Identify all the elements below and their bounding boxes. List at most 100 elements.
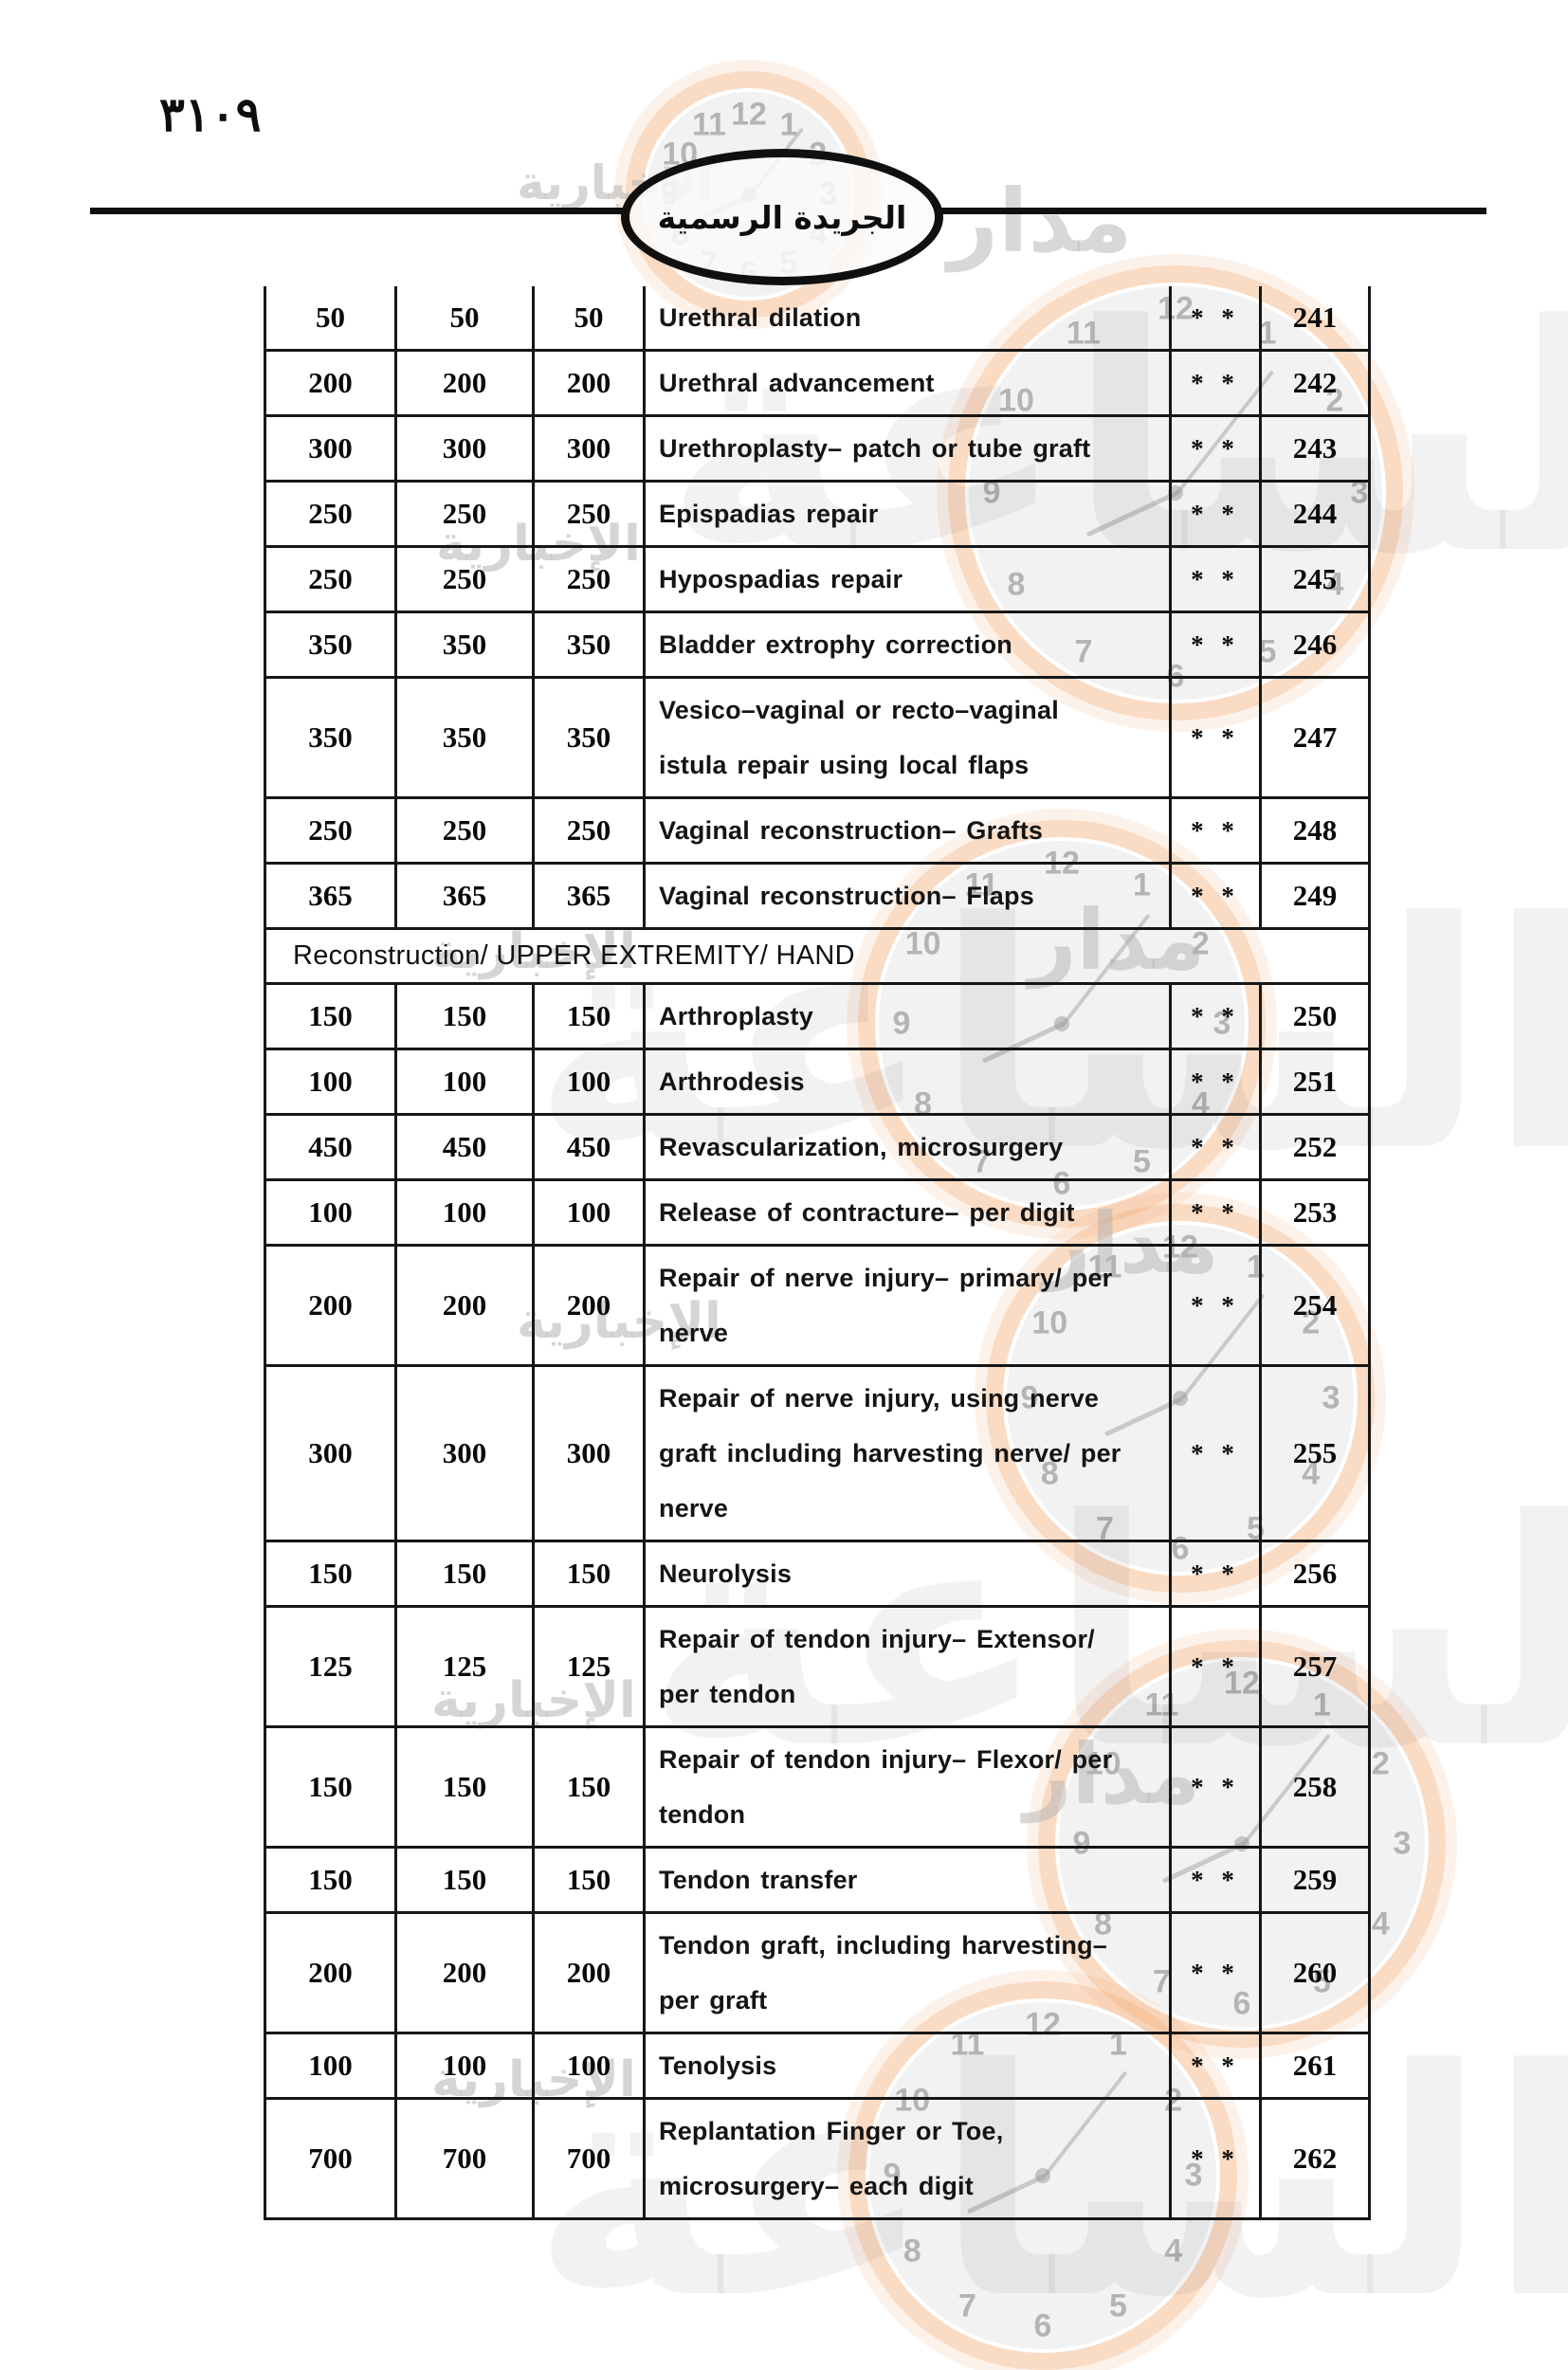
table-row: 200 200 200 Urethral advancement * * 242 — [264, 349, 1371, 417]
procedure-description-line: Neurolysis — [659, 1559, 793, 1588]
table-row: 200 200 200 Tendon graft, including harvest… — [264, 1911, 1371, 2034]
procedure-code: 256 — [1259, 1540, 1371, 1608]
procedure-description: Tendon transfer — [643, 1846, 1172, 1914]
watermark-clock-number: 4 — [1164, 2233, 1183, 2269]
procedure-code: 254 — [1259, 1244, 1371, 1367]
procedure-description-line: Repair of nerve injury– primary/ per — [659, 1264, 1113, 1292]
table-row: 125 125 125 Repair of tendon injury– Extens… — [264, 1605, 1371, 1728]
fee-value: 150 — [532, 982, 646, 1050]
table-row: 150 150 150 Neurolysis * * 256 — [264, 1540, 1371, 1608]
watermark-clock-number: 1 — [779, 106, 798, 143]
stars-marker: * * — [1169, 1364, 1262, 1542]
procedure-description-line: Tendon graft, including harvesting– — [659, 1931, 1108, 1960]
procedure-description: Vaginal reconstruction– Grafts — [643, 796, 1172, 865]
procedure-code: 261 — [1259, 2032, 1371, 2100]
fee-value: 450 — [532, 1113, 646, 1181]
fee-value: 150 — [394, 1725, 535, 1849]
fee-value: 250 — [532, 480, 646, 548]
fee-value: 250 — [264, 545, 397, 613]
fee-value: 100 — [264, 1048, 397, 1116]
fee-value: 100 — [394, 2032, 535, 2100]
fee-value: 125 — [532, 1605, 646, 1728]
procedure-description-line: Repair of tendon injury– Extensor/ — [659, 1625, 1095, 1653]
fee-value: 300 — [394, 1364, 535, 1542]
table-row: 300 300 300 Urethroplasty– patch or tube gr… — [264, 414, 1371, 483]
procedure-description: Arthrodesis — [643, 1048, 1172, 1116]
procedure-code: 249 — [1259, 862, 1371, 930]
procedure-description: Bladder extrophy correction — [643, 611, 1172, 679]
stars-marker: * * — [1169, 1605, 1262, 1728]
procedure-description-line: Urethral dilation — [659, 303, 862, 332]
table-row: 150 150 150 Repair of tendon injury– Flexor… — [264, 1725, 1371, 1849]
procedure-code: 246 — [1259, 611, 1371, 679]
procedure-description: Repair of tendon injury– Flexor/ per tend… — [643, 1725, 1172, 1849]
fee-value: 350 — [264, 611, 397, 679]
procedure-description-line: Epispadias repair — [659, 500, 879, 528]
fee-value: 250 — [394, 545, 535, 613]
procedure-code: 250 — [1259, 982, 1371, 1050]
fee-value: 350 — [394, 611, 535, 679]
stars-marker: * * — [1169, 414, 1262, 483]
fee-value: 300 — [264, 1364, 397, 1542]
fee-value: 200 — [532, 1911, 646, 2034]
stars-marker: * * — [1169, 349, 1262, 417]
fee-value: 300 — [532, 414, 646, 483]
procedure-code: 253 — [1259, 1178, 1371, 1247]
fee-value: 250 — [532, 545, 646, 613]
section-header: Reconstruction/ UPPER EXTREMITY/ HAND — [264, 927, 1371, 985]
fee-value: 150 — [264, 982, 397, 1050]
fee-value: 350 — [264, 676, 397, 799]
watermark-clock-number: 5 — [1109, 2288, 1127, 2324]
fee-value: 700 — [394, 2097, 535, 2220]
procedure-description-line: Arthrodesis — [659, 1067, 805, 1096]
watermark-clock-number: 7 — [958, 2288, 976, 2324]
table-row: 50 50 50 Urethral dilation * * 241 — [264, 286, 1371, 352]
procedure-code: 248 — [1259, 796, 1371, 865]
stars-marker: * * — [1169, 1540, 1262, 1608]
stars-marker: * * — [1169, 2097, 1262, 2220]
procedure-description-line: Urethroplasty– patch or tube graft — [659, 434, 1091, 463]
fee-value: 350 — [394, 676, 535, 799]
fee-value: 350 — [532, 676, 646, 799]
fee-value: 200 — [264, 349, 397, 417]
procedure-description: Vesico–vaginal or recto–vaginal istula re… — [643, 676, 1172, 799]
procedure-description: Revascularization, microsurgery — [643, 1113, 1172, 1181]
fee-value: 450 — [264, 1113, 397, 1181]
watermark-clock-number: 6 — [1033, 2307, 1052, 2344]
procedure-description-line: Revascularization, microsurgery — [659, 1133, 1064, 1161]
procedure-code: 242 — [1259, 349, 1371, 417]
watermark-clock-number: 3 — [1393, 1825, 1412, 1862]
fee-value: 250 — [532, 796, 646, 865]
fee-value: 300 — [264, 414, 397, 483]
fee-value: 100 — [264, 2032, 397, 2100]
stars-marker: * * — [1169, 1048, 1262, 1116]
procedure-code: 251 — [1259, 1048, 1371, 1116]
fee-value: 50 — [264, 286, 397, 352]
fee-value: 700 — [264, 2097, 397, 2220]
page-number: ٣١٠٩ — [159, 88, 262, 141]
fee-value: 700 — [532, 2097, 646, 2220]
fee-value: 125 — [264, 1605, 397, 1728]
fee-value: 450 — [394, 1113, 535, 1181]
procedure-description: Tendon graft, including harvesting– per g… — [643, 1911, 1172, 2034]
procedure-description-line: Repair of nerve injury, using nerve — [659, 1384, 1100, 1413]
procedure-description-line: nerve — [659, 1319, 729, 1347]
stars-marker: * * — [1169, 796, 1262, 865]
procedure-code: 243 — [1259, 414, 1371, 483]
fee-value: 200 — [394, 1911, 535, 2034]
procedure-code: 241 — [1259, 286, 1371, 352]
procedure-description: Neurolysis — [643, 1540, 1172, 1608]
table-row: 350 350 350 Vesico–vaginal or recto–vaginal… — [264, 676, 1371, 799]
table-row: 700 700 700 Replantation Finger or Toe, micr… — [264, 2097, 1371, 2220]
procedure-description: Tenolysis — [643, 2032, 1172, 2100]
procedure-code: 247 — [1259, 676, 1371, 799]
table-row: 250 250 250 Hypospadias repair * * 245 — [264, 545, 1371, 613]
fee-value: 150 — [264, 1540, 397, 1608]
fee-value: 300 — [394, 414, 535, 483]
procedure-description-line: per graft — [659, 1986, 768, 2014]
stars-marker: * * — [1169, 286, 1262, 352]
table-row: 365 365 365 Vaginal reconstruction– Flaps * … — [264, 862, 1371, 930]
procedure-description-line: tendon — [659, 1800, 746, 1829]
procedure-description-line: Hypospadias repair — [659, 565, 903, 593]
procedure-code: 245 — [1259, 545, 1371, 613]
